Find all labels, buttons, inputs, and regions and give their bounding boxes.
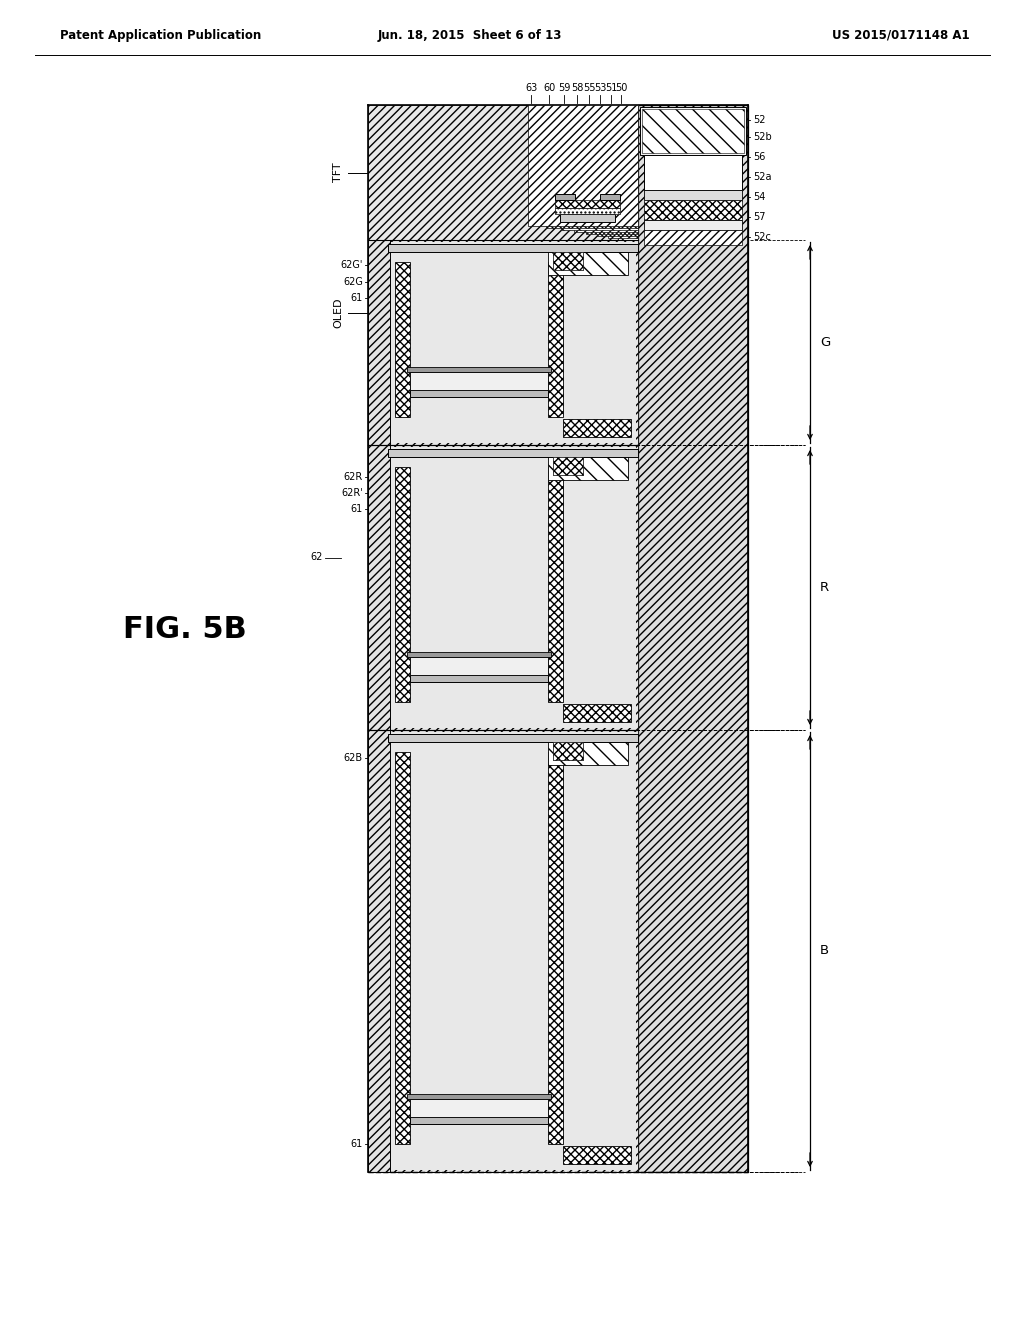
Bar <box>553 457 583 475</box>
Bar <box>368 106 638 1172</box>
Text: B: B <box>820 945 829 957</box>
Text: 59: 59 <box>558 83 570 92</box>
Text: 62: 62 <box>310 553 323 562</box>
Bar <box>574 106 638 232</box>
Bar <box>390 242 636 444</box>
Text: R: R <box>820 581 829 594</box>
Bar <box>553 457 583 475</box>
Bar <box>368 730 390 1172</box>
Bar <box>642 110 744 153</box>
Text: 55: 55 <box>583 83 595 92</box>
Bar <box>555 194 575 201</box>
Bar <box>410 657 548 675</box>
Text: 62G': 62G' <box>341 260 362 271</box>
Bar <box>597 106 638 236</box>
Bar <box>563 1146 631 1164</box>
Bar <box>586 106 638 234</box>
Text: Patent Application Publication: Patent Application Publication <box>60 29 261 41</box>
Text: 60: 60 <box>543 83 555 92</box>
Bar <box>644 154 742 190</box>
Text: 52: 52 <box>753 115 766 125</box>
Text: 61: 61 <box>351 1139 362 1148</box>
Bar <box>388 244 638 252</box>
Text: 52a: 52a <box>753 172 771 182</box>
Text: Jun. 18, 2015  Sheet 6 of 13: Jun. 18, 2015 Sheet 6 of 13 <box>378 29 562 41</box>
Text: 62R': 62R' <box>341 488 362 498</box>
Text: 58: 58 <box>570 83 584 92</box>
Bar <box>548 467 563 702</box>
Text: 62B: 62B <box>344 752 362 763</box>
Text: FIG. 5B: FIG. 5B <box>123 615 247 644</box>
Bar <box>410 372 548 389</box>
Bar <box>370 447 636 729</box>
Bar <box>563 418 631 437</box>
Text: TFT: TFT <box>333 162 343 182</box>
Text: 61: 61 <box>351 293 362 304</box>
Text: 52b: 52b <box>753 132 772 143</box>
Bar <box>410 675 548 682</box>
Bar <box>388 734 638 742</box>
Text: 52c: 52c <box>753 232 771 242</box>
Bar <box>370 242 636 444</box>
Bar <box>553 252 583 271</box>
Text: 50: 50 <box>614 83 627 92</box>
Bar <box>410 389 548 397</box>
Bar <box>560 214 615 222</box>
Text: 53: 53 <box>594 83 606 92</box>
Bar <box>395 752 410 1144</box>
Bar <box>395 467 410 702</box>
Bar <box>548 450 628 480</box>
Bar <box>390 733 636 1170</box>
Bar <box>644 230 742 246</box>
Bar <box>548 246 628 275</box>
Bar <box>548 735 628 766</box>
Bar <box>407 652 551 657</box>
Bar <box>638 106 748 1172</box>
Bar <box>407 367 551 372</box>
Bar <box>395 261 410 417</box>
Bar <box>640 107 746 154</box>
Text: US 2015/0171148 A1: US 2015/0171148 A1 <box>833 29 970 41</box>
Bar <box>410 1100 548 1117</box>
Bar <box>546 106 638 228</box>
Bar <box>370 733 636 1170</box>
Bar <box>388 449 638 457</box>
Bar <box>410 1117 548 1125</box>
Bar <box>608 106 638 238</box>
Text: 62G: 62G <box>343 277 362 286</box>
Text: 63: 63 <box>525 83 538 92</box>
Bar <box>561 106 638 230</box>
Text: 51: 51 <box>605 83 617 92</box>
Bar <box>407 1094 551 1100</box>
Bar <box>644 190 742 201</box>
Text: 62R: 62R <box>344 473 362 482</box>
Text: OLED: OLED <box>333 297 343 327</box>
Bar <box>548 261 563 417</box>
Bar <box>553 742 583 760</box>
Bar <box>555 201 620 209</box>
Bar <box>553 742 583 760</box>
Bar <box>600 194 620 201</box>
Text: 57: 57 <box>753 213 766 222</box>
Bar <box>548 752 563 1144</box>
Text: 54: 54 <box>753 191 765 202</box>
Bar <box>618 106 638 240</box>
Bar <box>644 201 742 220</box>
Text: 56: 56 <box>753 152 765 162</box>
Bar <box>528 106 638 226</box>
Text: 61: 61 <box>351 504 362 513</box>
Bar <box>368 445 390 730</box>
Bar <box>553 252 583 271</box>
Bar <box>555 209 620 214</box>
Bar <box>563 704 631 722</box>
Bar <box>644 220 742 230</box>
Bar <box>368 240 390 445</box>
Bar <box>390 447 636 729</box>
Text: G: G <box>820 337 830 348</box>
